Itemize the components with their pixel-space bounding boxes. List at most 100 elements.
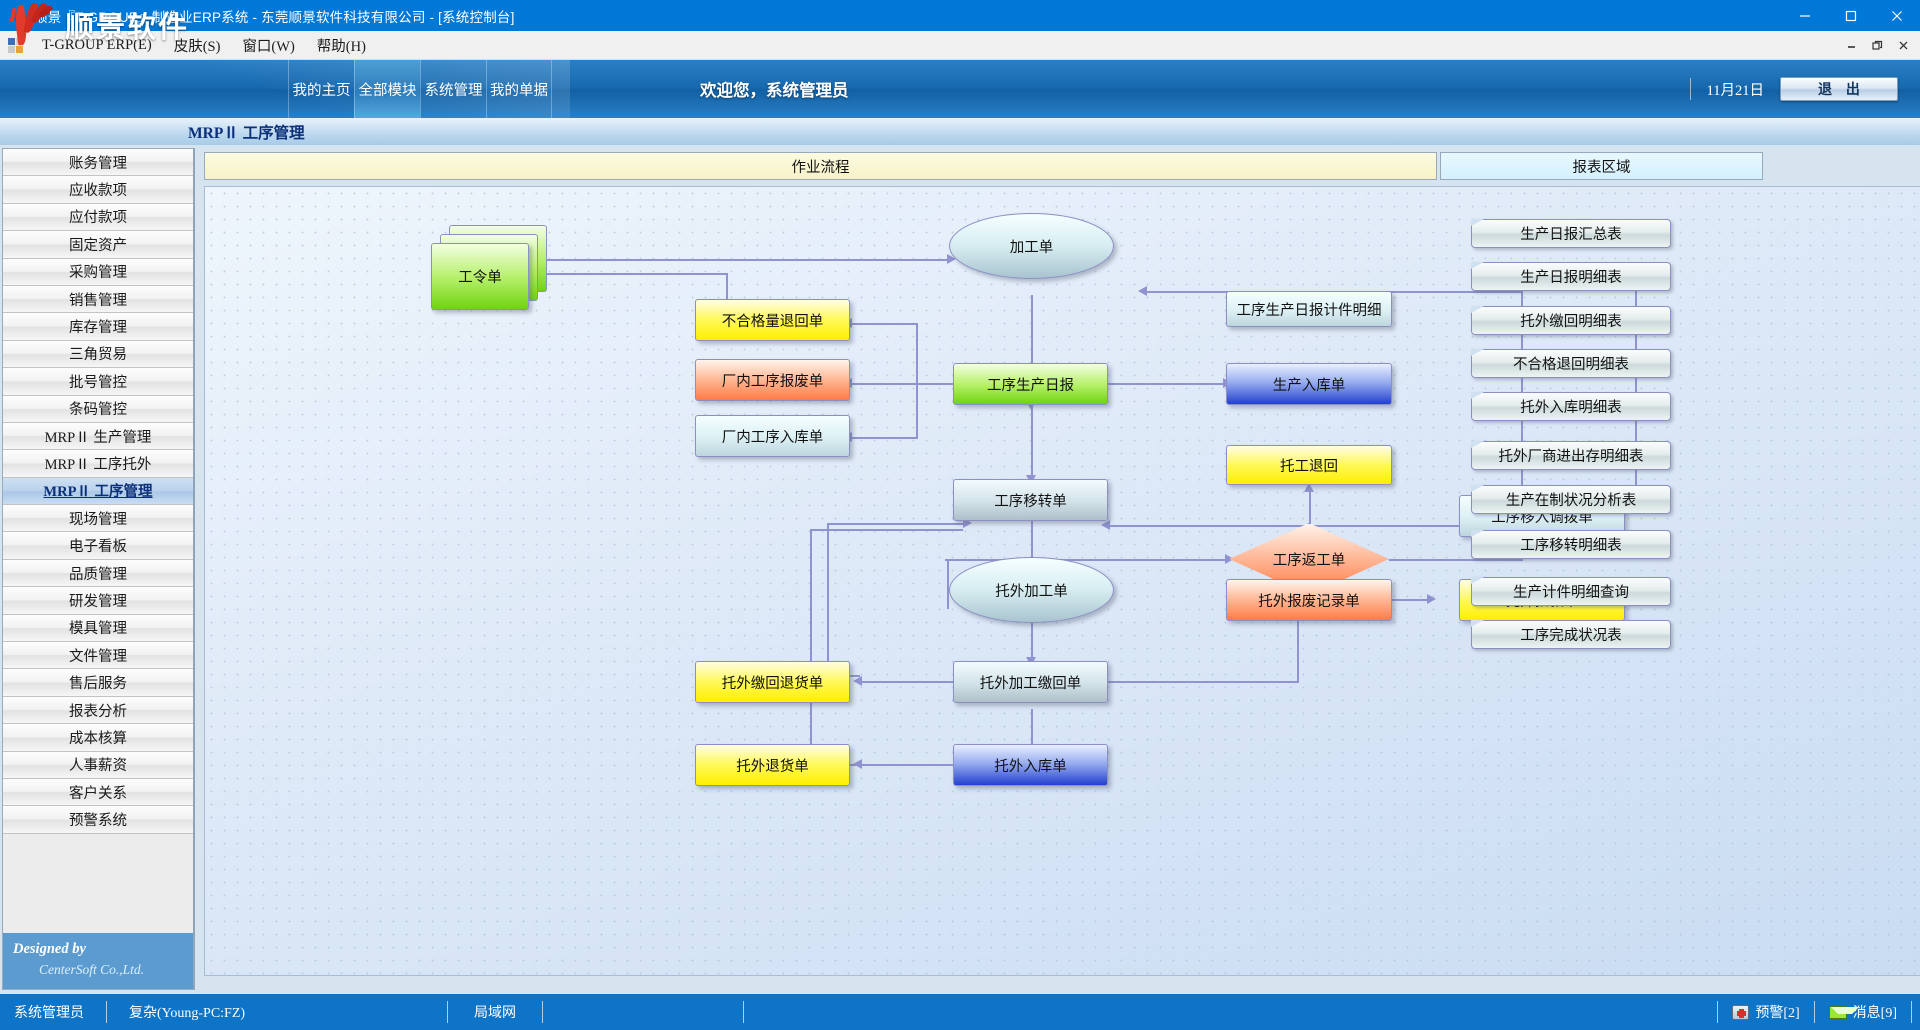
sidebar-item-mold[interactable]: 模具管理: [3, 614, 193, 643]
menu-item-erp[interactable]: T-GROUP ERP(E): [42, 36, 152, 53]
flow-node-gongling[interactable]: 工令单: [431, 225, 547, 310]
sidebar-item-receivable[interactable]: 应收款项: [3, 176, 193, 204]
window-title: 顺景『T-GROUP』制造业ERP系统 - 东莞顺景软件科技有限公司 - [系统…: [34, 9, 515, 25]
arrowhead: [947, 254, 956, 264]
connector-yiru-to-tuowai: [1108, 525, 1528, 527]
status-divider: [447, 1001, 449, 1023]
window-controls: [1782, 0, 1920, 31]
report-button-piecework-query[interactable]: 生产计件明细查询: [1471, 577, 1671, 606]
flow-node-tuowaituihuo[interactable]: 托外退货单: [695, 744, 850, 786]
arrowhead: [1138, 286, 1147, 296]
report-button-wip-analysis[interactable]: 生产在制状况分析表: [1471, 485, 1671, 514]
sidebar-item-rnd[interactable]: 研发管理: [3, 587, 193, 615]
mdi-minimize-button[interactable]: [1838, 33, 1864, 57]
sidebar-item-lot-control[interactable]: 批号管控: [3, 368, 193, 396]
sidebar-item-sales[interactable]: 销售管理: [3, 285, 193, 314]
flow-node-tuowaijiagong[interactable]: 托外加工单: [949, 557, 1114, 623]
flow-node-jiagongjiaohui[interactable]: 托外加工缴回单: [953, 661, 1108, 703]
workflow-canvas: 工令单 加工单 不合格量退回单 厂内工序报废单 厂内工序入库单 工序生产日报 工…: [204, 186, 1920, 976]
report-button-daily-summary[interactable]: 生产日报汇总表: [1471, 219, 1671, 248]
credit-line-1: Designed by: [13, 941, 86, 957]
report-button-daily-detail[interactable]: 生产日报明细表: [1471, 262, 1671, 291]
message-label: 消息[9]: [1852, 1006, 1897, 1021]
logout-button[interactable]: 退 出: [1780, 77, 1898, 101]
flow-node-tuowaibaofei[interactable]: 托外报废记录单: [1226, 579, 1392, 621]
report-button-vendor-inout-detail[interactable]: 托外厂商进出存明细表: [1471, 441, 1671, 470]
nav-tab-my-docs[interactable]: 我的单据: [486, 60, 552, 118]
sidebar-item-after-sales[interactable]: 售后服务: [3, 669, 193, 697]
connector-to-fangong: [945, 559, 1230, 561]
sidebar-item-shopfloor[interactable]: 现场管理: [3, 505, 193, 533]
connector-branch-down: [726, 273, 728, 317]
connector-left-rail-2-top: [810, 529, 963, 531]
sidebar-item-documents[interactable]: 文件管理: [3, 642, 193, 670]
connector-yizhuan-to-tuowai: [1031, 505, 1033, 569]
sidebar-item-quality[interactable]: 品质管理: [3, 559, 193, 588]
header-divider: [1689, 78, 1691, 100]
flow-node-jiaohuituihuo[interactable]: 托外缴回退货单: [695, 661, 850, 703]
sidebar-item-fixed-assets[interactable]: 固定资产: [3, 231, 193, 259]
flow-node-channeiruku[interactable]: 厂内工序入库单: [695, 415, 850, 457]
connector-to-buhege: [850, 323, 918, 325]
report-button-process-completion[interactable]: 工序完成状况表: [1471, 620, 1671, 649]
sidebar-item-barcode[interactable]: 条码管控: [3, 395, 193, 423]
nav-tab-home[interactable]: 我的主页: [288, 60, 354, 118]
maximize-button[interactable]: [1828, 0, 1874, 31]
report-button-outsource-stockin-detail[interactable]: 托外入库明细表: [1471, 392, 1671, 421]
nav-tab-sysadmin[interactable]: 系统管理: [420, 60, 486, 118]
flow-node-buhegeliang[interactable]: 不合格量退回单: [695, 299, 850, 341]
status-divider: [1813, 1001, 1815, 1023]
alert-indicator[interactable]: 预警[2]: [1718, 1002, 1813, 1022]
window-titlebar: 顺景『T-GROUP』制造业ERP系统 - 东莞顺景软件科技有限公司 - [系统…: [0, 0, 1920, 31]
main-nav-tabs: 我的主页 全部模块 系统管理 我的单据: [288, 60, 552, 118]
arrowhead: [853, 759, 862, 769]
message-indicator[interactable]: 消息[9]: [1815, 1002, 1911, 1022]
sidebar-item-mrp-production[interactable]: MRPⅡ 生产管理: [3, 422, 193, 451]
status-divider: [743, 1001, 745, 1023]
connector-fangong-left-rail: [947, 559, 949, 609]
sidebar-item-alert-system[interactable]: 预警系统: [3, 806, 193, 834]
sidebar-item-mrp-outsourcing[interactable]: MRPⅡ 工序托外: [3, 450, 193, 478]
connector-jiagong-to-ribao: [1031, 295, 1033, 405]
mdi-restore-button[interactable]: [1864, 33, 1890, 57]
flow-node-tuogongtuihui[interactable]: 托工退回: [1226, 445, 1392, 485]
sidebar-item-e-kanban[interactable]: 电子看板: [3, 532, 193, 560]
connector-fangong-up: [1521, 291, 1523, 561]
arrowhead: [853, 676, 862, 686]
report-button-outsource-return-detail[interactable]: 托外缴回明细表: [1471, 306, 1671, 335]
flow-node-channeibaofei[interactable]: 厂内工序报废单: [695, 359, 850, 401]
sidebar-item-report-analysis[interactable]: 报表分析: [3, 696, 193, 725]
status-user: 系统管理员: [14, 1006, 84, 1021]
sidebar-item-mrp-process[interactable]: MRPⅡ 工序管理: [3, 477, 193, 506]
report-button-defect-return-detail[interactable]: 不合格退回明细表: [1471, 349, 1671, 378]
close-button[interactable]: [1874, 0, 1920, 31]
sidebar-item-cost[interactable]: 成本核算: [3, 724, 193, 752]
minimize-button[interactable]: [1782, 0, 1828, 31]
sidebar-item-payable[interactable]: 应付款项: [3, 203, 193, 232]
flow-node-shengchanruku[interactable]: 生产入库单: [1226, 363, 1392, 405]
flow-node-yizhuandan[interactable]: 工序移转单: [953, 479, 1108, 521]
flow-node-tuowairuku[interactable]: 托外入库单: [953, 744, 1108, 786]
menu-item-skin[interactable]: 皮肤(S): [173, 38, 221, 55]
nav-tab-modules[interactable]: 全部模块: [354, 60, 420, 118]
menu-item-help[interactable]: 帮助(H): [316, 38, 366, 55]
mdi-close-button[interactable]: [1890, 33, 1916, 57]
report-button-transfer-detail[interactable]: 工序移转明细表: [1471, 530, 1671, 559]
flow-node-jiagongdan[interactable]: 加工单: [949, 213, 1114, 279]
sidebar-item-hr-payroll[interactable]: 人事薪资: [3, 751, 193, 779]
menu-item-window[interactable]: 窗口(W): [242, 38, 295, 55]
sidebar-item-inventory[interactable]: 库存管理: [3, 313, 193, 341]
sidebar-item-triangle-trade[interactable]: 三角贸易: [3, 340, 193, 369]
sidebar-item-accounting[interactable]: 账务管理: [3, 149, 193, 177]
flow-node-jijianmingxi[interactable]: 工序生产日报计件明细: [1226, 291, 1392, 327]
connector-right-rail: [916, 323, 918, 438]
connector-jiaohui-to-baofei: [1108, 681, 1298, 683]
sidebar-item-crm[interactable]: 客户关系: [3, 778, 193, 807]
status-divider: [106, 1001, 107, 1023]
arrowhead: [1427, 594, 1436, 604]
flow-node-gongxuribao[interactable]: 工序生产日报: [953, 363, 1108, 405]
status-divider: [542, 1001, 544, 1023]
menu-bar: T-GROUP ERP(E) 皮肤(S) 窗口(W) 帮助(H): [0, 31, 1920, 60]
report-section-header: 报表区域: [1440, 152, 1763, 180]
sidebar-item-purchasing[interactable]: 采购管理: [3, 258, 193, 286]
